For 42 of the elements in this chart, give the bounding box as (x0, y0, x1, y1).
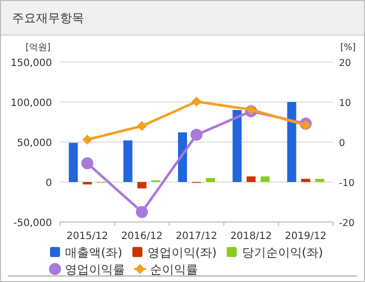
bar (246, 176, 256, 182)
point (136, 206, 148, 218)
chart-title: 주요재무항목 (12, 11, 84, 25)
x-tick-label: 2019/12 (284, 231, 326, 242)
y2-tick-label: -20 (339, 218, 355, 229)
y-tick-label: 100,000 (10, 98, 52, 109)
legend-label: 순이익률 (150, 262, 198, 276)
point (136, 121, 147, 131)
bar (315, 178, 324, 182)
bar (206, 178, 215, 182)
bar (301, 178, 310, 182)
point (192, 96, 202, 107)
bar (137, 182, 146, 188)
y-tick-label: -50,000 (13, 218, 52, 229)
bar (123, 140, 132, 182)
y2-tick-label: 10 (339, 98, 352, 109)
point (300, 120, 311, 130)
legend-label: 영업이익률 (65, 262, 125, 276)
x-tick-label: 2018/12 (230, 231, 272, 242)
x-tick-label: 2017/12 (176, 231, 218, 242)
point (82, 134, 92, 145)
legend-label: 당기순이익(좌) (242, 246, 324, 260)
bar (68, 142, 78, 182)
y-tick-label: 150,000 (10, 58, 52, 69)
bar (287, 102, 296, 182)
y-tick-label: 0 (46, 178, 52, 189)
x-tick-label: 2015/12 (66, 231, 108, 242)
bar (178, 132, 187, 182)
y2-tick-label: 20 (339, 58, 352, 69)
point (81, 157, 94, 170)
bar (260, 176, 270, 182)
bar (232, 110, 242, 182)
legend-label: 영업이익(좌) (147, 246, 217, 260)
y2-tick-label: 0 (339, 138, 346, 149)
y-axis-title: [억원] (25, 43, 51, 53)
y2-axis-title: [%] (340, 43, 356, 53)
point (246, 104, 256, 115)
point (190, 128, 202, 141)
y-tick-label: 50,000 (17, 138, 52, 149)
legend-label: 매출액(좌) (65, 246, 122, 260)
x-tick-label: 2016/12 (121, 231, 163, 242)
y2-tick-label: -10 (339, 178, 355, 189)
